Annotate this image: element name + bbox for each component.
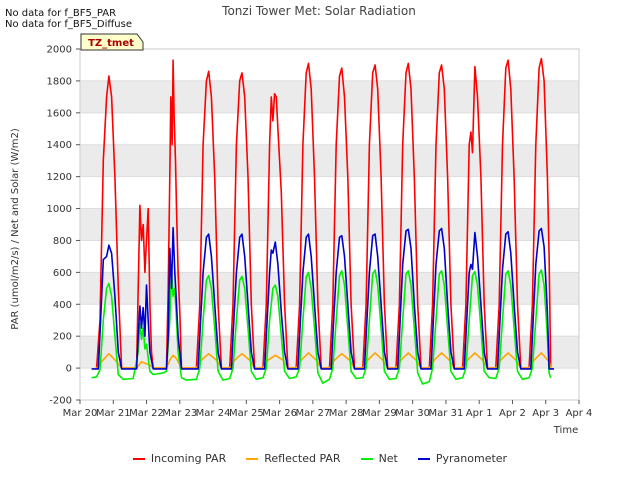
legend-swatch	[360, 458, 373, 460]
legend-label: Pyranometer	[435, 452, 508, 465]
no-data-note-diffuse: No data for f_BF5_Diffuse	[5, 19, 132, 30]
y-tick-label: 1800	[47, 76, 72, 87]
series-line-incoming-par	[95, 57, 552, 369]
y-tick-label: 800	[53, 236, 72, 247]
legend-item: Pyranometer	[417, 452, 508, 465]
x-tick-label: Mar 28	[329, 408, 364, 419]
x-tick-label: Mar 21	[96, 408, 131, 419]
y-tick-label: 2000	[47, 45, 72, 56]
x-tick-label: Mar 23	[162, 408, 197, 419]
x-tick-label: Mar 20	[63, 408, 98, 419]
x-tick-label: Mar 30	[395, 408, 430, 419]
grid-band	[80, 272, 579, 305]
x-tick-label: Mar 31	[429, 408, 464, 419]
chart-title: Tonzi Tower Met: Solar Radiation	[221, 4, 416, 18]
x-axis-title: Time	[553, 425, 578, 436]
series-line-pyranometer	[91, 226, 554, 370]
x-tick-label: Apr 2	[499, 408, 526, 419]
legend: Incoming PAR Reflected PAR Net Pyranometer	[0, 452, 640, 465]
y-axis-title: PAR (umol/m2/s) / Net and Solar (W/m2)	[10, 128, 21, 330]
x-tick-label: Apr 3	[532, 408, 559, 419]
x-tick-label: Mar 29	[362, 408, 397, 419]
y-tick-label: 1000	[47, 204, 72, 215]
grid-band	[80, 80, 579, 113]
legend-item: Net	[360, 452, 398, 465]
no-data-note-par: No data for f_BF5_PAR	[5, 8, 117, 19]
x-tick-label: Apr 1	[466, 408, 493, 419]
annotation-label: TZ_tmet	[88, 38, 134, 49]
y-tick-label: 1600	[47, 108, 72, 119]
y-tick-label: -200	[49, 396, 72, 407]
y-axis-ticks: -200 0 200 400 600 800 1000 1200 1400 1600 1800 200…	[47, 45, 80, 407]
legend-swatch	[246, 458, 259, 460]
annotation-box: TZ_tmet	[80, 33, 144, 51]
legend-swatch	[132, 458, 145, 460]
series-lines	[91, 57, 554, 385]
y-tick-label: 400	[53, 300, 72, 311]
grid-band	[80, 144, 579, 177]
y-tick-label: 200	[53, 332, 72, 343]
x-tick-label: Mar 25	[229, 408, 264, 419]
x-tick-label: Apr 4	[566, 408, 593, 419]
y-tick-label: 0	[66, 364, 72, 375]
legend-label: Reflected PAR	[264, 452, 341, 465]
y-tick-label: 600	[53, 268, 72, 279]
plot-frame	[79, 48, 580, 401]
y-tick-label: 1200	[47, 172, 72, 183]
y-tick-label: 1400	[47, 140, 72, 151]
legend-label: Incoming PAR	[150, 452, 227, 465]
legend-swatch	[417, 458, 430, 460]
grid-bands	[80, 80, 579, 369]
x-tick-label: Mar 26	[262, 408, 297, 419]
legend-label: Net	[378, 452, 398, 465]
legend-item: Reflected PAR	[246, 452, 341, 465]
x-tick-label: Mar 24	[196, 408, 231, 419]
grid-band	[80, 208, 579, 241]
legend-item: Incoming PAR	[132, 452, 227, 465]
x-tick-label: Mar 27	[295, 408, 330, 419]
series-line-net	[91, 268, 552, 385]
x-tick-label: Mar 22	[129, 408, 164, 419]
